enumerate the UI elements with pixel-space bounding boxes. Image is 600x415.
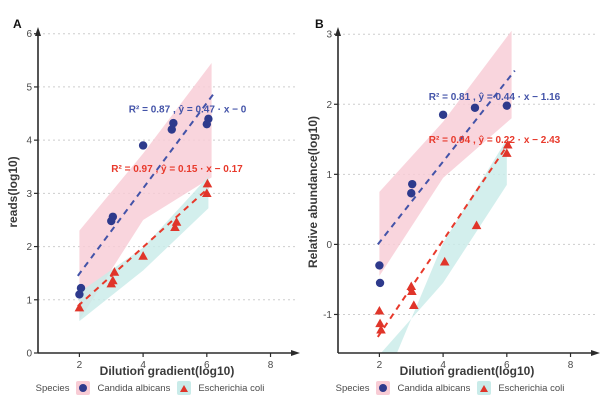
panel-label-a: A — [13, 17, 22, 31]
data-point-circle — [408, 179, 417, 189]
x-axis-arrow-icon — [591, 350, 600, 356]
data-point-triangle — [202, 178, 213, 188]
regression-line — [377, 70, 516, 246]
y-tick-label: -1 — [323, 310, 332, 321]
legend-item-candida: Candida albicans — [97, 382, 171, 394]
data-point-triangle — [502, 148, 512, 157]
regression-annotation: R² = 0.97 , ŷ = 0.15 · x − 0.17 — [111, 164, 243, 175]
legend-item-ecoli: Escherichia coli — [498, 382, 565, 394]
x-tick-label: 8 — [268, 360, 274, 371]
x-axis-arrow-icon — [291, 350, 300, 356]
panel-a-chart: A reads(log10) R² = 0.87 , ŷ = 0.47 · x … — [6, 17, 300, 378]
legend-a: Species Candida albicans Escherichia col… — [35, 381, 265, 395]
x-tick-label: 2 — [377, 360, 383, 371]
y-tick-label: 3 — [326, 30, 332, 41]
data-point-circle — [204, 114, 213, 124]
y-tick-label: 0 — [326, 240, 332, 251]
x-tick-label: 6 — [204, 360, 210, 371]
circle-marker-icon — [79, 384, 88, 392]
legend-b: Species Candida albicans Escherichia col… — [335, 381, 565, 395]
data-point-circle — [169, 118, 178, 128]
data-point-triangle — [108, 275, 118, 285]
data-point-circle — [375, 261, 384, 270]
regression-annotation: R² = 0.87 , ŷ = 0.47 · x − 0 — [129, 104, 247, 115]
data-point-triangle — [471, 220, 482, 230]
data-point-triangle — [376, 324, 386, 334]
candida-legend-swatch — [76, 381, 91, 395]
data-point-triangle — [171, 217, 182, 226]
legend-title: Species — [35, 382, 70, 394]
y-tick-label: 2 — [326, 100, 332, 111]
data-point-triangle — [202, 188, 212, 197]
x-tick-label: 8 — [568, 360, 574, 371]
x-axis-label-b: Dilution gradient(log10) — [400, 364, 535, 378]
data-point-triangle — [502, 139, 513, 149]
legend-item-candida: Candida albicans — [397, 382, 471, 394]
regression-annotation: R² = 0.81 , ŷ = 0.44 · x − 1.16 — [429, 92, 561, 103]
data-point-triangle — [409, 300, 419, 309]
data-point-circle — [167, 125, 176, 134]
data-point-triangle — [374, 305, 385, 315]
data-point-circle — [438, 110, 448, 119]
y-axis-label-a: reads(log10) — [6, 156, 20, 227]
y-tick-label: 0 — [26, 349, 32, 360]
y-axis-arrow-icon — [35, 27, 41, 36]
panel-a: A reads(log10) R² = 0.87 , ŷ = 0.47 · x … — [6, 17, 300, 395]
y-tick-label: 3 — [26, 189, 32, 200]
panel-b: B Relative abundance(log10) R² = 0.81 , … — [300, 0, 600, 415]
y-tick-label: 4 — [26, 136, 32, 147]
data-point-triangle — [375, 318, 385, 328]
candida-legend-swatch — [376, 381, 391, 395]
data-point-circle — [75, 290, 84, 299]
x-tick-label: 2 — [77, 360, 83, 371]
y-axis-label-b: Relative abundance(log10) — [306, 116, 320, 268]
data-point-triangle — [109, 267, 120, 276]
confidence-band — [381, 139, 507, 353]
ecoli-legend-swatch — [177, 381, 192, 395]
data-point-circle — [407, 189, 416, 198]
y-tick-label: 6 — [26, 29, 32, 40]
data-point-triangle — [138, 251, 148, 260]
data-point-circle — [108, 212, 118, 221]
data-point-triangle — [407, 286, 417, 295]
ecoli-legend-swatch — [477, 381, 492, 395]
data-point-triangle — [74, 302, 85, 312]
regression-annotation: R² = 0.94 , ŷ = 0.22 · x − 2.43 — [429, 135, 561, 146]
legend-item-ecoli: Escherichia coli — [198, 382, 265, 394]
confidence-band — [379, 30, 512, 276]
data-point-circle — [502, 101, 512, 110]
y-tick-label: 5 — [26, 82, 32, 93]
x-tick-label: 6 — [504, 360, 510, 371]
data-point-circle — [375, 278, 385, 288]
regression-line — [77, 91, 216, 277]
legend-title: Species — [335, 382, 370, 394]
x-tick-label: 4 — [140, 360, 146, 371]
confidence-band — [79, 62, 212, 321]
x-tick-label: 4 — [440, 360, 446, 371]
y-tick-label: 1 — [26, 295, 32, 306]
y-tick-label: 1 — [326, 170, 332, 181]
data-point-circle — [76, 283, 86, 293]
data-point-circle — [138, 141, 148, 150]
panel-b-chart: B Relative abundance(log10) R² = 0.81 , … — [306, 17, 600, 378]
y-tick-label: 2 — [26, 242, 32, 253]
data-point-circle — [470, 103, 480, 112]
regression-line — [77, 187, 210, 307]
triangle-marker-icon — [480, 384, 489, 392]
data-point-triangle — [170, 222, 180, 232]
x-axis-label-a: Dilution gradient(log10) — [100, 364, 235, 378]
triangle-marker-icon — [180, 384, 189, 392]
circle-marker-icon — [379, 384, 388, 392]
panel-label-b: B — [315, 17, 324, 31]
data-point-triangle — [406, 281, 417, 291]
data-point-triangle — [439, 256, 450, 266]
